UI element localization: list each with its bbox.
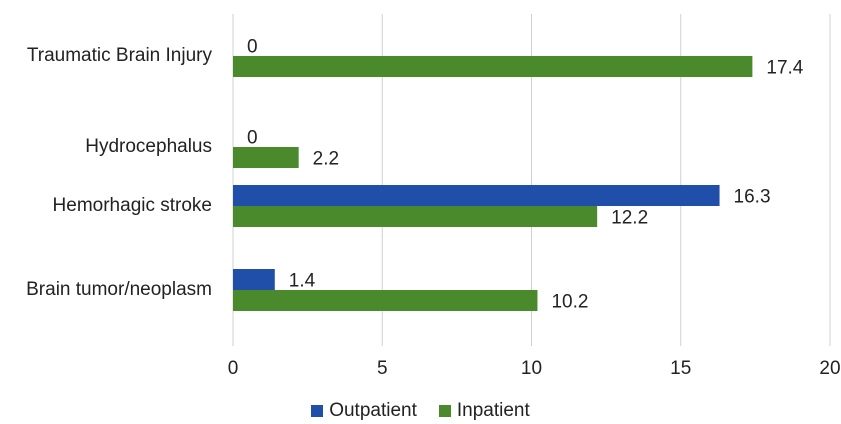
bar-inpatient xyxy=(233,147,299,168)
data-label-inpatient: 17.4 xyxy=(766,58,803,79)
legend-item-outpatient: Outpatient xyxy=(311,400,417,422)
bar-inpatient xyxy=(233,206,598,227)
data-label-outpatient: 1.4 xyxy=(289,271,316,292)
legend-item-inpatient: Inpatient xyxy=(438,400,530,422)
data-label-inpatient: 10.2 xyxy=(551,292,588,313)
bar-outpatient xyxy=(233,185,720,206)
bar-inpatient xyxy=(233,56,753,77)
legend: Outpatient Inpatient xyxy=(0,400,841,422)
x-tick-label: 5 xyxy=(377,358,388,379)
bar-inpatient xyxy=(233,290,538,311)
data-label-inpatient: 2.2 xyxy=(313,149,339,170)
bar-chart: Traumatic Brain Injury Hydrocephalus Hemor… xyxy=(26,14,841,379)
data-label-inpatient: 12.2 xyxy=(611,208,648,229)
legend-label-inpatient: Inpatient xyxy=(456,400,530,421)
data-label-outpatient: 16.3 xyxy=(734,187,771,208)
legend-label-outpatient: Outpatient xyxy=(329,400,417,421)
data-labels: 0 0 16.3 1.4 17.4 2.2 12.2 10.2 xyxy=(247,37,804,313)
category-label: Brain tumor/neoplasm xyxy=(26,279,212,300)
x-tick-label: 20 xyxy=(819,358,840,379)
data-label-outpatient: 0 xyxy=(247,128,258,149)
data-label-outpatient: 0 xyxy=(247,37,258,58)
category-label: Hydrocephalus xyxy=(85,136,212,157)
x-tick-label: 10 xyxy=(521,358,542,379)
bar-outpatient xyxy=(233,269,275,290)
bars xyxy=(233,56,753,311)
legend-swatch-inpatient xyxy=(438,405,451,417)
category-label: Traumatic Brain Injury xyxy=(27,45,213,66)
legend-swatch-outpatient xyxy=(311,405,324,417)
x-tick-label: 15 xyxy=(670,358,691,379)
category-labels: Traumatic Brain Injury Hydrocephalus Hemor… xyxy=(26,45,212,300)
x-tick-label: 0 xyxy=(228,358,239,379)
category-label: Hemorhagic stroke xyxy=(53,195,212,216)
x-tick-labels: 0 5 10 15 20 xyxy=(228,358,841,379)
